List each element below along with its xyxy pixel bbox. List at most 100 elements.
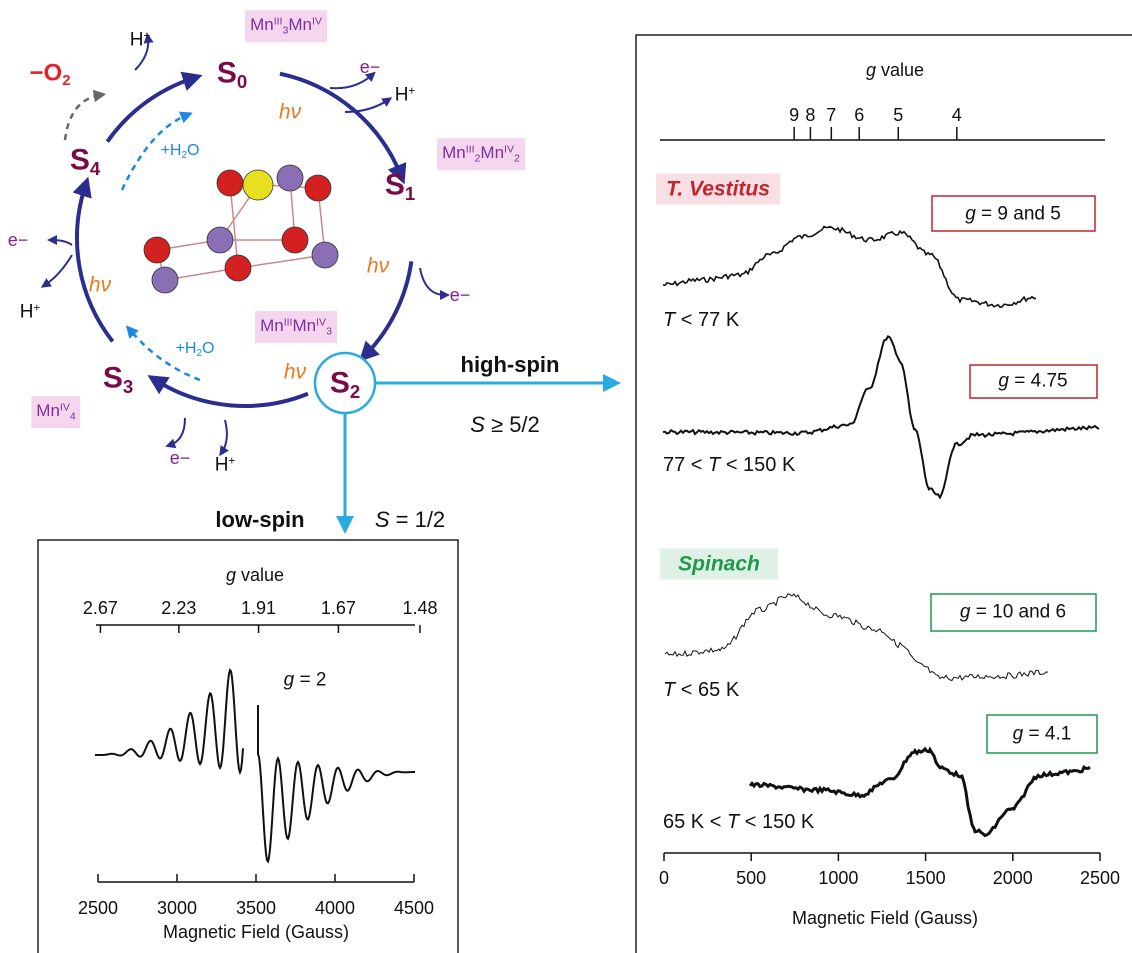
tick-label: 1.67 <box>320 598 356 618</box>
text-part: T <box>663 679 676 701</box>
electron-label: e− <box>169 448 191 468</box>
atom <box>242 169 274 201</box>
tick-label: 5 <box>893 105 904 125</box>
text-part: Mn <box>292 316 317 336</box>
electron-label: e− <box>7 230 29 250</box>
tick-label: 4000 <box>314 898 356 918</box>
text-part: 4 <box>69 410 76 423</box>
branch-label: high-spin <box>460 352 560 377</box>
temperature-label: T < 65 K <box>663 680 739 700</box>
text-part: H <box>129 29 144 51</box>
spectrum <box>95 667 415 864</box>
state-label: S1 <box>385 170 415 203</box>
text-part: III <box>465 143 475 156</box>
state-label: S3 <box>103 363 133 396</box>
tick-label: 1000 <box>818 868 859 888</box>
text-part: = 9 and 5 <box>975 203 1061 225</box>
proton-label: H+ <box>394 84 416 106</box>
text-part: O <box>201 340 215 358</box>
axis-title: g value <box>226 566 284 584</box>
text-part: + <box>33 301 41 315</box>
oxidation-state: MnIV4 <box>31 396 81 428</box>
text-part: 2 <box>181 150 187 162</box>
text-part: −O <box>29 59 63 87</box>
state-label: S4 <box>70 145 100 178</box>
text-part: 2 <box>196 348 202 360</box>
atom <box>304 174 332 202</box>
text-part: ≥ 5/2 <box>484 412 540 437</box>
atom <box>281 226 309 254</box>
text-part: < 77 K <box>675 309 740 331</box>
axis-title: Magnetic Field (Gauss) <box>791 908 979 928</box>
text-part: S <box>69 143 90 177</box>
text-part: Mn <box>260 316 284 336</box>
tick-label: 1.48 <box>402 598 438 618</box>
atoms <box>143 164 339 294</box>
spin-label: S = 1/2 <box>375 509 445 531</box>
light-label: hν <box>278 100 302 124</box>
text-part: IV <box>59 401 70 414</box>
text-part: 3 <box>326 325 332 338</box>
proton-label: H+ <box>215 454 236 475</box>
tick-label: 9 <box>789 105 800 125</box>
text-part: value <box>235 565 285 585</box>
tick-label: 4 <box>951 105 962 125</box>
atom <box>224 254 252 282</box>
high-spin-panel <box>635 34 1132 953</box>
text-part: < 65 K <box>675 679 740 701</box>
text-part: H <box>19 301 34 323</box>
oxygen-label: −O2 <box>30 61 71 88</box>
text-part: 2 <box>349 380 361 402</box>
text-part: 0 <box>236 70 248 92</box>
text-part: O <box>186 142 200 160</box>
tick-label: 500 <box>736 868 767 888</box>
oxidation-state: MnIII2MnIV2 <box>437 138 525 170</box>
spin-label: S ≥ 5/2 <box>470 414 540 436</box>
text-part: H <box>394 84 409 106</box>
text-part: g <box>225 565 236 585</box>
tick-label: 2000 <box>992 868 1033 888</box>
text-part: T <box>726 811 740 833</box>
text-part: T <box>663 309 676 331</box>
g-label: g = 4.1 <box>1013 725 1072 744</box>
text-part: 1 <box>404 182 416 204</box>
text-part: Mn <box>288 15 312 35</box>
proton-label: H+ <box>129 29 151 51</box>
tick-label: 3500 <box>235 898 277 918</box>
axis-title: g value <box>866 61 924 79</box>
text-part: 2 <box>62 72 71 89</box>
text-part: Mn <box>36 401 60 421</box>
text-part: S <box>329 366 350 400</box>
tick-label: 2500 <box>1079 868 1121 888</box>
electron-label: e− <box>449 285 471 305</box>
label-box <box>986 714 1098 754</box>
text-part: S <box>374 507 390 532</box>
text-part: = 10 and 6 <box>970 601 1067 623</box>
g-label: g = 4.75 <box>998 372 1067 391</box>
text-part: g <box>865 60 876 80</box>
label-box <box>930 593 1097 632</box>
cycle-arrow <box>358 261 414 362</box>
release-arrows <box>40 33 450 457</box>
text-part: 2 <box>474 152 481 165</box>
cycle-arrow <box>147 375 309 408</box>
cycle-arrow <box>105 71 203 143</box>
text-part: + <box>408 84 416 98</box>
tick-label: 1500 <box>905 868 946 888</box>
light-label: hν <box>283 360 307 384</box>
text-part: g <box>998 370 1009 392</box>
text-part: = 2 <box>294 669 327 691</box>
sample-label: Spinach <box>660 548 778 580</box>
spectrum <box>662 225 1036 309</box>
text-part: 3 <box>282 24 289 37</box>
text-part: < 150 K <box>739 811 815 833</box>
text-part: IV <box>311 15 322 28</box>
temperature-label: 77 < T < 150 K <box>663 455 795 475</box>
text-part: IV <box>504 143 514 156</box>
text-part: + <box>228 454 236 468</box>
text-part: g <box>283 669 295 691</box>
text-part: S <box>470 412 485 437</box>
text-part: = 4.75 <box>1008 370 1068 392</box>
cycle-arrow <box>72 176 115 343</box>
